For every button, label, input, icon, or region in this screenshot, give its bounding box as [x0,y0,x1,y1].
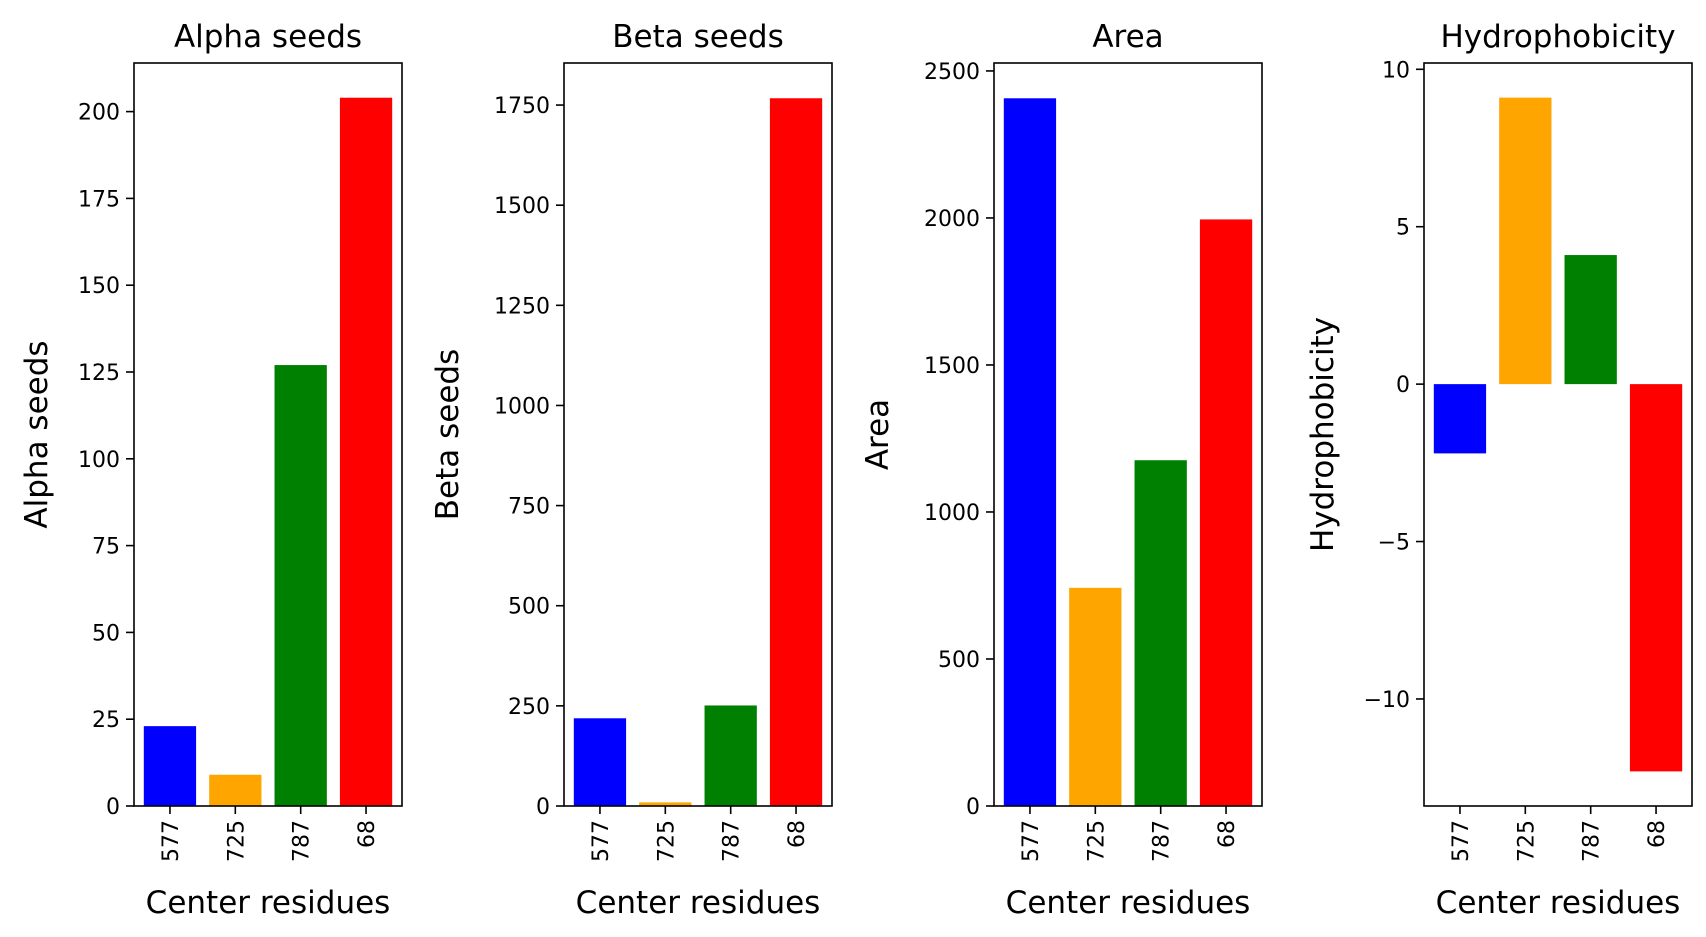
subplot-2: 0 250 500 750 1000 1250 1500 1750 577 725 787 68 Bet… [430,19,833,921]
subplot-title: Hydrophobicity [1440,19,1675,55]
ytick-label: 150 [78,274,120,299]
subplot-3: 0 500 1000 1500 2000 2500 577 725 787 68 Area Cente… [860,19,1263,921]
subplot-title: Alpha seeds [174,19,362,55]
y-axis-label: Beta seeds [430,349,466,520]
bar-577 [143,726,197,806]
subplot-title: Area [1092,19,1163,55]
ytick-label: 10 [1382,58,1410,83]
ytick-label: 125 [78,361,120,386]
xtick-label: 725 [224,820,249,862]
ytick-label: 200 [78,101,120,126]
bar-787 [1134,460,1187,806]
ytick-label: 25 [92,708,120,733]
bar-577 [1003,98,1057,806]
ytick-label: 1250 [494,294,550,319]
y-axis-label: Area [860,399,896,470]
ytick-label: 75 [92,535,120,560]
xtick-label: 68 [1645,820,1670,848]
ytick-label: 250 [508,695,550,720]
xtick-label: 725 [654,820,679,862]
bar-68 [1199,219,1253,807]
ytick-label: 750 [508,495,550,520]
xtick-label: 725 [1514,820,1539,862]
bar-787 [1564,255,1617,385]
axes-frame [563,62,833,807]
ytick-label: 50 [92,621,120,646]
bar-725 [209,774,262,806]
ytick-label: 1000 [924,501,980,526]
xtick-label: 787 [290,820,315,862]
x-axis-label: Center residues [146,885,391,921]
ytick-label: 0 [1396,373,1410,398]
axes-frame [133,62,403,807]
ytick-label: 5 [1396,216,1410,241]
ytick-label: 500 [938,648,980,673]
xtick-label: 68 [1215,820,1240,848]
bar-577 [573,718,627,806]
bar-725 [1499,97,1552,385]
bar-725 [1069,587,1122,806]
ytick-label: −5 [1378,531,1410,556]
ytick-label: 1500 [494,194,550,219]
ytick-label: 175 [78,187,120,212]
y-axis-label: Alpha seeds [19,340,55,528]
ytick-label: 0 [106,795,120,820]
ytick-label: 1750 [494,94,550,119]
ytick-label: 100 [78,448,120,473]
subplot-title: Beta seeds [612,19,783,55]
ytick-label: 2500 [924,60,980,85]
xtick-label: 577 [589,820,614,862]
ytick-label: 2000 [924,207,980,232]
bar-725 [639,802,692,806]
xtick-label: 787 [1150,820,1175,862]
xtick-label: 577 [1019,820,1044,862]
ytick-label: 0 [536,795,550,820]
y-axis-label: Hydrophobicity [1305,317,1341,552]
ytick-label: 0 [966,795,980,820]
xtick-label: 577 [1449,820,1474,862]
x-axis-label: Center residues [576,885,821,921]
xtick-label: 725 [1084,820,1109,862]
bar-68 [769,98,823,806]
x-axis-label: Center residues [1436,885,1681,921]
ytick-label: 500 [508,595,550,620]
axes-frame [993,62,1263,807]
ytick-label: 1500 [924,354,980,379]
bar-787 [704,705,757,806]
xtick-label: 577 [159,820,184,862]
bar-787 [274,365,327,806]
bar-577 [1433,384,1487,454]
bar-68 [1629,384,1683,772]
xtick-label: 787 [1580,820,1605,862]
bar-68 [339,97,393,807]
ytick-label: −10 [1364,688,1410,713]
subplot-4: −10 −5 0 5 10 577 725 787 68 Hydrophobicity Center… [1305,19,1693,921]
x-axis-label: Center residues [1006,885,1251,921]
ytick-label: 1000 [494,394,550,419]
xtick-label: 68 [355,820,380,848]
axes-frame [1423,62,1693,807]
subplot-1: 0 25 50 75 100 125 150 175 200 577 725 787 68 Alpha s… [19,19,403,921]
xtick-label: 787 [720,820,745,862]
xtick-label: 68 [785,820,810,848]
